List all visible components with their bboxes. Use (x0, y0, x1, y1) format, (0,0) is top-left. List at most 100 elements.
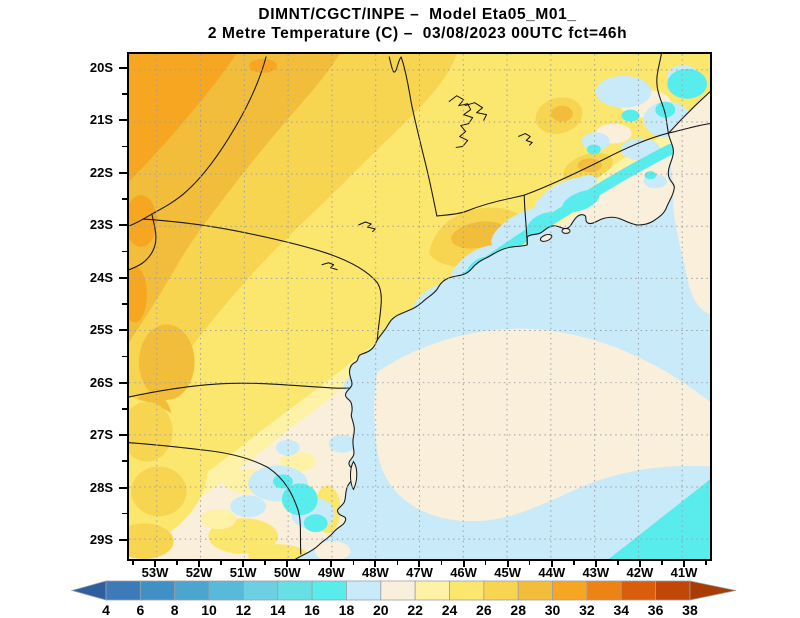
lon-major-tick (550, 561, 553, 567)
colorbar-tick-label: 4 (102, 602, 110, 618)
reservoir-small-mg (518, 133, 533, 146)
lat-minor-tick (122, 198, 127, 200)
lon-major-tick (374, 561, 377, 567)
lon-major-tick (462, 561, 465, 567)
colorbar-tick-label: 32 (579, 602, 595, 618)
colorbar-segment (105, 580, 141, 601)
lat-tick-label: 26S (89, 374, 113, 390)
lat-minor-tick (122, 93, 127, 95)
temperature-colorbar: 4 6 8 10 12 14 16 18 20 22 24 26 28 30 32 34 36 38 (60, 578, 760, 618)
graticule-gridlines (129, 54, 710, 559)
island-ilha-grande (561, 227, 571, 234)
lat-major-tick (119, 67, 127, 69)
colorbar-tick-label: 36 (648, 602, 664, 618)
reservoir-sp-1 (358, 221, 376, 233)
lon-tick-label: 51W (229, 565, 257, 580)
lon-minor-tick (396, 561, 399, 565)
colorbar-below-arrow (70, 580, 107, 601)
lon-minor-tick (440, 561, 443, 565)
lon-tick-label: 41W (670, 565, 698, 580)
lat-minor-tick (122, 460, 127, 462)
lon-tick-label: 48W (362, 565, 389, 580)
lat-major-tick (119, 224, 127, 227)
lon-tick-label: 50W (273, 565, 301, 580)
lon-tick-label: 44W (538, 565, 566, 580)
colorbar-segment (517, 580, 553, 601)
colorbar-segment (586, 580, 622, 601)
colorbar-segment (483, 580, 519, 601)
lon-tick-label: 42W (626, 565, 654, 580)
lon-major-tick (506, 561, 509, 567)
lon-minor-tick (220, 561, 222, 565)
island-florianopolis (349, 460, 358, 491)
colorbar-tick-label: 26 (476, 602, 492, 618)
colorbar-tick-label: 8 (171, 602, 179, 618)
colorbar-segment (655, 580, 691, 601)
lat-major-tick (119, 538, 127, 541)
lon-minor-tick (573, 561, 575, 565)
colorbar-tick-label: 12 (236, 602, 252, 618)
temperature-field-map (129, 54, 710, 559)
lon-major-tick (418, 561, 421, 567)
lon-minor-tick (132, 561, 134, 565)
colorbar-tick-label: 20 (373, 602, 389, 618)
lon-tick-label: 45W (494, 565, 522, 580)
lat-minor-tick (122, 512, 127, 515)
state-border-mg-es (656, 54, 669, 135)
coastline-and-state-borders (129, 54, 710, 559)
lon-major-tick (682, 561, 685, 567)
lon-major-tick (638, 561, 641, 567)
lat-tick-label: 21S (89, 112, 113, 128)
colorbar-tick-label: 24 (442, 602, 458, 618)
lon-major-tick (154, 561, 156, 567)
state-border-sp-rj (523, 194, 528, 245)
reservoir-furnas (448, 95, 474, 148)
lon-tick-label: 46W (450, 565, 477, 580)
colorbar-segment (414, 580, 450, 601)
lon-minor-tick (705, 561, 707, 565)
colorbar-segment (242, 580, 279, 601)
state-border-sc-rs (129, 442, 302, 555)
lon-tick-label: 52W (185, 565, 213, 580)
lon-major-tick (330, 561, 333, 567)
lat-tick-label: 23S (89, 217, 113, 233)
colorbar-tick-label: 14 (270, 602, 286, 618)
lat-major-tick (119, 434, 127, 437)
figure-title-line2: 2 Metre Temperature (C) – 03/08/2023 00U… (207, 25, 628, 42)
colorbar-segment (552, 580, 588, 601)
lon-major-tick (286, 561, 289, 567)
figure-title-line1: DIMNT/CGCT/INPE – Model Eta05_M01_ (258, 6, 577, 23)
colorbar-tick-label: 28 (510, 602, 526, 618)
colorbar-segment (174, 580, 210, 601)
reservoir-branch (464, 102, 488, 121)
lon-tick-label: 43W (582, 565, 610, 580)
lon-minor-tick (617, 561, 619, 565)
colorbar-tick-label: 30 (545, 602, 561, 618)
colorbar-graphic: 4 6 8 10 12 14 16 18 20 22 24 26 28 30 32 34 36 38 (70, 580, 737, 618)
colorbar-segment (620, 580, 656, 601)
lat-tick-label: 25S (89, 322, 113, 338)
colorbar-tick-label: 34 (613, 602, 629, 618)
state-border-pr-sc (129, 382, 351, 398)
lon-minor-tick (661, 561, 663, 565)
colorbar-tick-label: 10 (201, 602, 217, 618)
reservoir-sp-2 (321, 262, 338, 271)
lon-major-tick (594, 561, 597, 567)
colorbar-tick-label: 6 (136, 602, 144, 618)
state-border-mg-rj (523, 123, 710, 196)
lon-tick-label: 47W (406, 565, 433, 580)
colorbar-segment (380, 580, 416, 601)
colorbar-above-arrow (689, 580, 737, 601)
colorbar-tick-label: 38 (682, 602, 698, 618)
lat-major-tick (119, 329, 127, 332)
lon-minor-tick (352, 561, 355, 565)
colorbar-segment (449, 580, 485, 601)
lon-minor-tick (308, 561, 311, 565)
map-plot-area (127, 52, 712, 561)
colorbar-segment (208, 580, 244, 601)
lat-major-tick (119, 381, 127, 384)
lon-minor-tick (176, 561, 178, 565)
lat-major-tick (119, 119, 127, 122)
lat-minor-tick (122, 145, 127, 148)
